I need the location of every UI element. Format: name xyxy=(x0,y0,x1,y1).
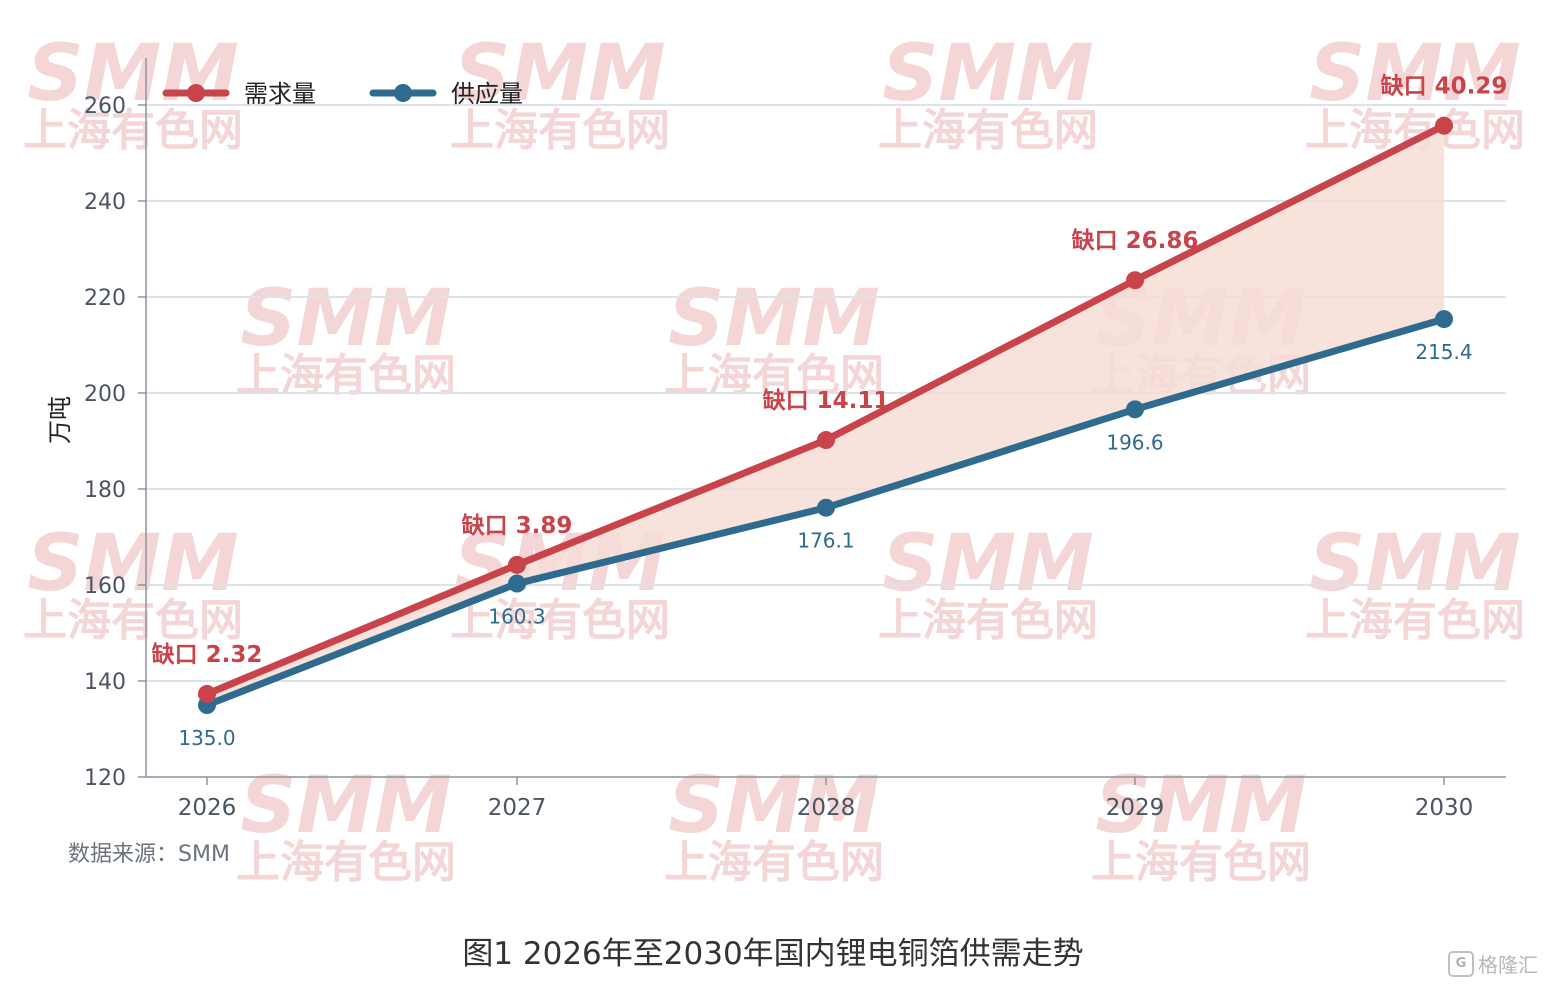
watermark-logo: SMM xyxy=(240,274,451,364)
data-labels: 135.0 160.3 176.1 196.6 215.4 缺口 2.32 缺口 3.89 缺… xyxy=(152,73,1508,750)
y-tick-label: 120 xyxy=(84,766,126,791)
gap-value-label: 缺口 26.86 xyxy=(1072,227,1199,254)
watermark-cn-text: 上海有色网 xyxy=(23,105,243,156)
legend-supply-label: 供应量 xyxy=(451,80,523,108)
y-tick-label: 220 xyxy=(84,286,126,311)
gap-value-label: 缺口 3.89 xyxy=(462,512,573,539)
y-tick-label: 240 xyxy=(84,190,126,215)
supply-point xyxy=(1126,400,1144,419)
demand-point xyxy=(1126,271,1144,290)
x-tick-label: 2029 xyxy=(1106,795,1165,821)
line-chart: SMM上海有色网SMM上海有色网SMM上海有色网SMM上海有色网SMM上海有色网… xyxy=(23,29,1525,888)
watermark-logo: SMM xyxy=(240,761,451,851)
supply-value-label: 196.6 xyxy=(1106,430,1163,454)
axes: 120 140 160 180 200 220 240 260 2026 2027 2028 2029… xyxy=(84,58,1506,821)
demand-point xyxy=(198,684,216,703)
demand-point xyxy=(1435,116,1453,135)
supply-value-label: 176.1 xyxy=(797,529,854,553)
supply-value-label: 160.3 xyxy=(488,605,545,629)
y-tick-label: 200 xyxy=(84,382,126,407)
gap-value-label: 缺口 40.29 xyxy=(1381,73,1508,100)
y-tick-label: 260 xyxy=(84,94,126,119)
demand-point xyxy=(508,555,526,574)
watermark-cn-text: 上海有色网 xyxy=(236,837,456,888)
supply-point xyxy=(508,574,526,593)
y-axis-label: 万吨 xyxy=(46,396,74,444)
brand-text: 格隆汇 xyxy=(1478,953,1538,977)
gap-value-label: 缺口 14.11 xyxy=(763,387,890,414)
legend-demand-marker xyxy=(187,84,205,102)
y-tick-label: 140 xyxy=(84,670,126,695)
figure-caption: 图1 2026年至2030年国内锂电铜箔供需走势 xyxy=(462,936,1084,972)
watermark-cn-text: 上海有色网 xyxy=(878,105,1098,156)
gelonghui-logo-icon: G xyxy=(1448,950,1474,977)
x-tick-label: 2026 xyxy=(178,795,237,821)
watermark-logo: SMM xyxy=(668,761,879,851)
watermark-cn-text: 上海有色网 xyxy=(1091,837,1311,888)
watermark-cn-text: 上海有色网 xyxy=(450,595,670,646)
y-tick-label: 180 xyxy=(84,478,126,503)
supply-value-label: 135.0 xyxy=(178,726,235,750)
demand-point xyxy=(817,431,835,450)
supply-point xyxy=(1435,310,1453,329)
x-tick-label: 2027 xyxy=(488,795,547,821)
brand-watermark: G 格隆汇 xyxy=(1448,949,1538,978)
watermark-cn-text: 上海有色网 xyxy=(664,837,884,888)
watermark-cn-text: 上海有色网 xyxy=(1305,595,1525,646)
x-tick-label: 2030 xyxy=(1415,795,1474,821)
series-lines xyxy=(198,116,1453,714)
watermark-logo: SMM xyxy=(27,519,238,609)
gap-value-label: 缺口 2.32 xyxy=(152,641,263,668)
supply-value-label: 215.4 xyxy=(1415,340,1472,364)
legend-supply-marker xyxy=(394,84,412,102)
watermark-logo: SMM xyxy=(1309,519,1520,609)
supply-point xyxy=(817,498,835,517)
x-tick-label: 2028 xyxy=(797,795,856,821)
watermark-logo: SMM xyxy=(1095,761,1306,851)
y-tick-label: 160 xyxy=(84,574,126,599)
source-note: 数据来源：SMM xyxy=(68,842,230,867)
watermark-cn-text: 上海有色网 xyxy=(450,105,670,156)
legend: 需求量 供应量 xyxy=(162,80,523,108)
watermark-logo: SMM xyxy=(882,519,1093,609)
watermark-cn-text: 上海有色网 xyxy=(23,595,243,646)
legend-demand-label: 需求量 xyxy=(244,80,316,108)
gap-area-fill xyxy=(207,125,1444,705)
watermark-cn-text: 上海有色网 xyxy=(878,595,1098,646)
gap-area xyxy=(207,125,1444,705)
watermark-logo: SMM xyxy=(668,274,879,364)
